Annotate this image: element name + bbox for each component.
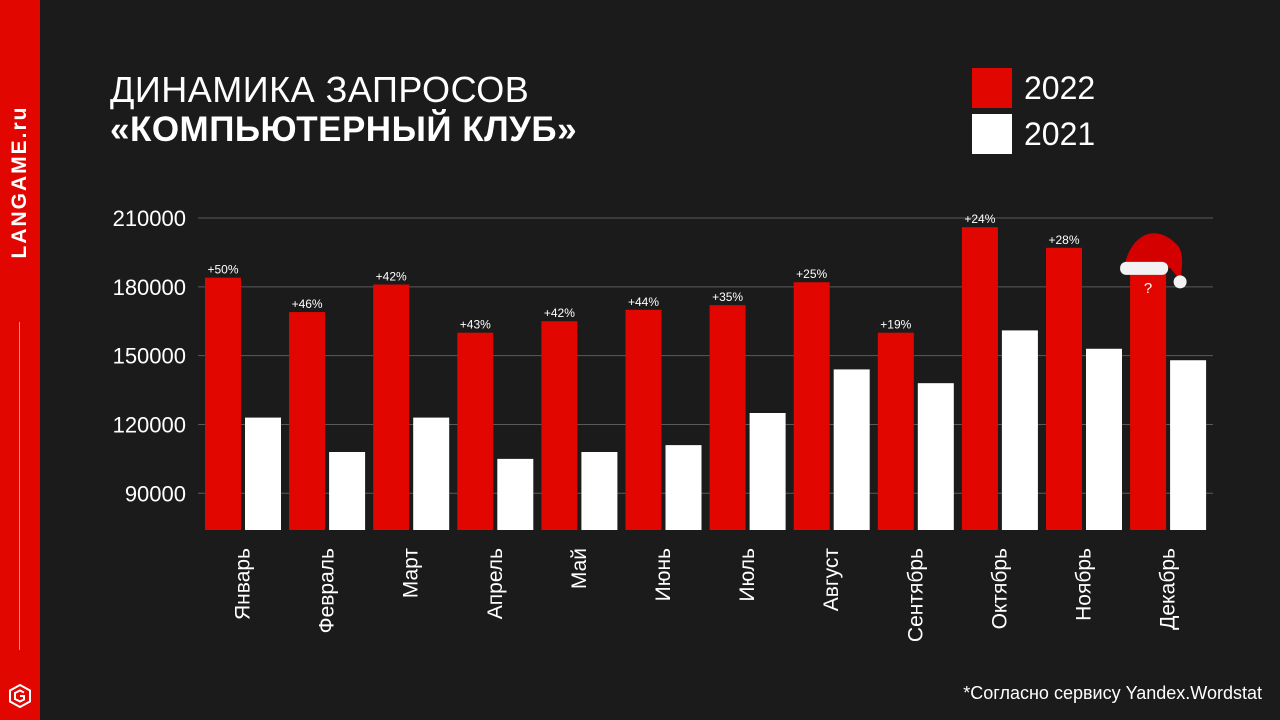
chart-title: ДИНАМИКА ЗАПРОСОВ «КОМПЬЮТЕРНЫЙ КЛУБ» [110,69,578,149]
bar-2022 [793,282,830,530]
title-line-1: ДИНАМИКА ЗАПРОСОВ [110,69,530,110]
bar-2021 [497,458,534,530]
y-tick-label: 210000 [113,206,186,231]
legend-item-2021: 2021 [972,114,1095,154]
x-tick-label: Июль [736,548,759,602]
bar-2022 [877,332,914,530]
bar-2022 [1130,263,1167,530]
grid-lines [198,217,1213,494]
y-axis: 210000 180000 150000 120000 90000 [113,206,186,506]
bar-2022 [289,312,326,530]
x-tick-label: Апрель [484,548,507,619]
data-label-2022: +25% [796,267,827,281]
bar-2022 [457,332,494,530]
x-tick-label: Март [400,548,423,599]
source-footnote: *Согласно сервису Yandex.Wordstat [963,683,1262,703]
bar-2021 [749,413,786,530]
x-tick-label: Январь [232,548,255,620]
santa-hat-icon [1120,233,1187,289]
bar-2021 [1001,330,1038,530]
data-label-2022: +19% [880,318,911,332]
data-label-2022: +42% [544,306,575,320]
x-axis: Январь Февраль Март Апрель Май Июнь Июль Август… [232,548,1180,642]
legend-label-2021: 2021 [1024,115,1096,152]
data-label-2022: +46% [292,297,323,311]
data-label-2022: +28% [1048,233,1079,247]
legend-item-2022: 2022 [972,68,1095,108]
x-tick-label: Июнь [652,548,675,601]
data-label-2022: +42% [376,270,407,284]
bar-2022 [1046,247,1082,530]
brand-logo-icon [9,684,31,708]
data-label-2022: +43% [460,318,491,332]
bar-2021 [665,445,702,530]
bar-2022 [709,305,746,530]
x-tick-label: Май [568,548,591,589]
legend-swatch-2022 [972,68,1012,108]
bar-2021 [1170,360,1207,530]
data-label-2022: +50% [207,263,238,277]
bar-2022 [961,227,998,531]
bar-2021 [1086,348,1122,530]
x-tick-label: Ноябрь [1073,548,1096,621]
title-line-2: «КОМПЬЮТЕРНЫЙ КЛУБ» [110,110,578,149]
data-label-2022: +35% [712,290,743,304]
legend-swatch-2021 [972,114,1012,154]
bars: +50% +46% +42% +43% +42% +44% +35% +25% +19% +24%… [205,212,1207,531]
bar-2022 [625,309,662,530]
x-tick-label: Февраль [316,548,339,633]
bar-2022 [541,321,578,530]
santa-hat-body [1124,233,1183,280]
x-tick-label: Октябрь [988,548,1011,629]
bar-2021 [833,369,870,530]
bar-2021 [917,383,954,530]
y-tick-label: 180000 [113,275,186,300]
y-tick-label: 90000 [125,481,186,506]
x-tick-label: Сентябрь [904,548,927,642]
bar-2022 [205,277,241,530]
y-tick-label: 150000 [113,344,186,369]
bar-2021 [413,417,450,530]
y-tick-label: 120000 [113,412,186,437]
data-label-2022: +24% [964,212,995,226]
santa-hat-brim [1120,261,1169,275]
x-tick-label: Декабрь [1157,548,1180,630]
legend-label-2022: 2022 [1024,69,1096,106]
bar-2021 [329,452,366,530]
bar-2021 [245,417,281,530]
data-label-2022: ? [1144,280,1152,297]
data-label-2022: +44% [628,295,659,309]
bar-2022 [373,284,410,530]
sidebar-divider [19,322,20,650]
bar-2021 [581,452,618,530]
brand-sidebar: LANGAME.ru [0,0,40,720]
x-tick-label: Август [820,548,843,612]
santa-hat-pompom [1173,275,1187,289]
